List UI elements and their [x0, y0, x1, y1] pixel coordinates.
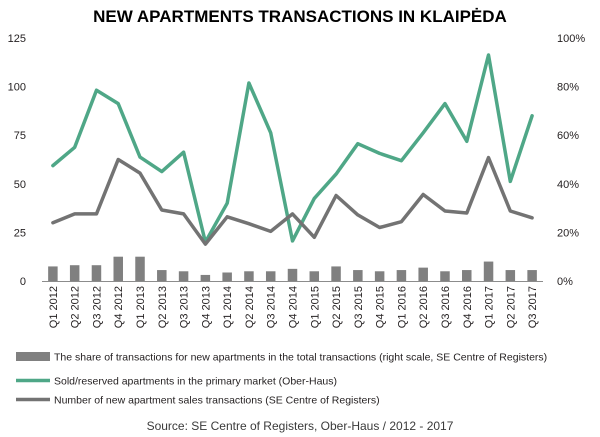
- bar: [309, 271, 320, 281]
- x-tick-label: Q2 2017: [505, 286, 517, 328]
- bar: [440, 271, 450, 281]
- x-tick-label: Q4 2016: [462, 286, 474, 328]
- x-tick-label: Q3 2017: [527, 286, 539, 328]
- y-right-tick-label: 0%: [557, 276, 573, 288]
- bar: [396, 270, 407, 281]
- bar: [222, 272, 232, 281]
- x-tick-label: Q3 2015: [353, 286, 365, 328]
- x-tick-label: Q1 2017: [484, 286, 496, 328]
- source-note: Source: SE Centre of Registers, Ober-Hau…: [147, 419, 454, 433]
- bar: [418, 267, 428, 281]
- x-tick-label: Q4 2015: [375, 286, 387, 328]
- x-tick-label: Q3 2014: [266, 286, 278, 328]
- bar: [244, 271, 254, 281]
- y-right-tick-label: 100%: [557, 33, 585, 45]
- x-tick-label: Q1 2016: [396, 286, 408, 328]
- legend-label-number: Number of new apartment sales transactio…: [54, 395, 380, 407]
- x-tick-label: Q4 2013: [200, 286, 212, 328]
- bar: [462, 270, 472, 281]
- bar: [69, 265, 80, 281]
- bar: [287, 268, 298, 281]
- y-right-tick-label: 20%: [557, 227, 579, 239]
- bar: [265, 271, 276, 281]
- y-right-tick-label: 40%: [557, 179, 579, 191]
- x-tick-label: Q3 2016: [440, 286, 452, 328]
- bar: [135, 256, 145, 281]
- y-left-tick-label: 100: [8, 82, 26, 94]
- bar-series: [48, 256, 537, 281]
- x-tick-label: Q1 2012: [48, 286, 60, 328]
- y-left-tick-label: 75: [14, 130, 26, 142]
- legend: The share of transactions for new apartm…: [16, 352, 547, 407]
- bar: [178, 271, 189, 281]
- y-left-tick-label: 125: [8, 33, 26, 45]
- x-tick-label: Q1 2013: [135, 286, 147, 328]
- bar: [331, 266, 341, 281]
- y-right-tick-label: 80%: [557, 82, 579, 94]
- bar: [353, 270, 363, 281]
- x-tick-label: Q2 2012: [70, 286, 82, 328]
- bar: [483, 261, 494, 281]
- legend-swatch-share: [16, 352, 50, 361]
- bar: [527, 270, 537, 281]
- series-line-sold: [51, 53, 534, 244]
- bar: [91, 265, 102, 281]
- bar: [113, 256, 123, 281]
- bar: [505, 270, 516, 281]
- x-tick-label: Q1 2015: [309, 286, 321, 328]
- line-series: [51, 53, 534, 246]
- y-right-tick-label: 60%: [557, 130, 579, 142]
- x-tick-label: Q3 2013: [179, 286, 191, 328]
- x-tick-label: Q1 2014: [222, 286, 234, 328]
- x-tick-label: Q4 2014: [288, 286, 300, 328]
- x-tick-label: Q2 2013: [157, 286, 169, 328]
- bar: [374, 271, 385, 281]
- y-left-tick-label: 50: [14, 179, 26, 191]
- x-tick-label: Q2 2015: [331, 286, 343, 328]
- x-tick-label: Q2 2016: [418, 286, 430, 328]
- y-left-tick-label: 25: [14, 227, 26, 239]
- chart-title: NEW APARTMENTS TRANSACTIONS IN KLAIPĖDA: [93, 7, 507, 26]
- bar: [48, 266, 58, 281]
- x-tick-label: Q4 2012: [113, 286, 125, 328]
- legend-label-sold: Sold/reserved apartments in the primary …: [54, 376, 337, 388]
- bar: [157, 270, 167, 281]
- y-left-tick-label: 0: [20, 276, 26, 288]
- tick-labels: 0 25 50 75 100 125 0% 20% 40% 60% 80% 100% Q1 2012 Q2…: [8, 33, 586, 328]
- x-tick-label: Q3 2012: [91, 286, 103, 328]
- x-tick-label: Q2 2014: [244, 286, 256, 328]
- legend-label-share: The share of transactions for new apartm…: [54, 352, 547, 364]
- series-line-number: [51, 155, 534, 246]
- bar: [200, 274, 211, 281]
